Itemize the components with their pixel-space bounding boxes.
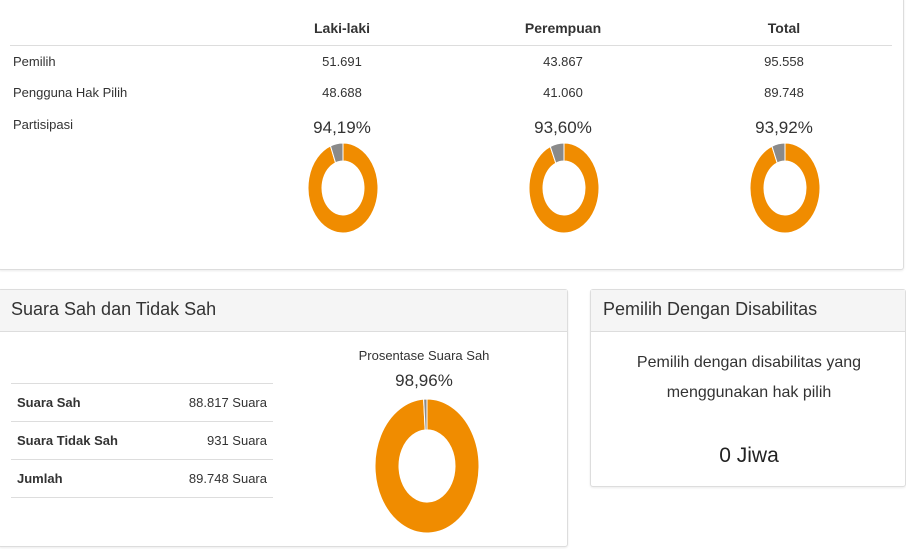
donut-slice-tidak-memilih [329,142,344,164]
table-row: Jumlah 89.748 Suara [11,459,273,498]
donut-slice-tidak-memilih [549,142,565,164]
partisipasi-laki-laki-percent: 94,19% [313,118,371,137]
partisipasi-total-percent: 93,92% [755,118,813,137]
disabilitas-panel: Pemilih Dengan Disabilitas Pemilih denga… [590,289,906,487]
donut-slice-suara-tidak-sah [423,398,428,431]
row-label-pemilih: Pemilih [13,54,56,69]
suara-sah-value: 88.817 Suara [156,383,273,422]
suara-sah-chart-title: Prosentase Suara Sah [358,348,490,363]
pengguna-perempuan: 41.060 [543,85,583,100]
donut-slice-partisipasi [749,142,821,234]
partisipasi-perempuan-percent: 93,60% [534,118,592,137]
suara-tidak-sah-label: Suara Tidak Sah [11,421,157,460]
row-label-pengguna-hak-pilih: Pengguna Hak Pilih [13,85,128,100]
column-header-total: Total [767,20,801,36]
pemilih-perempuan: 43.867 [543,54,583,69]
donut-chart-perempuan [528,142,600,234]
suara-panel-title: Suara Sah dan Tidak Sah [0,290,567,332]
jumlah-value: 89.748 Suara [156,459,273,498]
donut-chart-suara-sah [374,398,480,534]
table-row: Suara Tidak Sah 931 Suara [11,421,273,460]
suara-tidak-sah-value: 931 Suara [156,421,273,460]
suara-sah-chart-percent: 98,96% [395,371,453,390]
column-header-laki-laki: Laki-laki [313,20,371,36]
disabilitas-description-line2: menggunakan hak pilih [666,384,832,401]
row-label-partisipasi: Partisipasi [13,117,73,132]
disabilitas-description: Pemilih dengan disabilitas yang mengguna… [611,348,887,408]
disabilitas-panel-title: Pemilih Dengan Disabilitas [591,290,905,332]
pemilih-total: 95.558 [764,54,804,69]
table-row: Suara Sah 88.817 Suara [11,383,273,422]
pengguna-total: 89.748 [764,85,804,100]
table-divider [10,45,892,46]
donut-slice-suara-sah [374,398,480,534]
pemilih-laki-laki: 51.691 [322,54,362,69]
disabilitas-count: 0 Jiwa [719,444,779,467]
participation-panel: Laki-laki Perempuan Total Pemilih 51.691… [0,0,904,270]
donut-chart-laki-laki [307,142,379,234]
suara-panel: Suara Sah dan Tidak Sah Suara Sah 88.817… [0,289,568,547]
donut-slice-tidak-memilih [771,142,786,164]
donut-slice-partisipasi [307,142,379,234]
jumlah-label: Jumlah [11,459,157,498]
suara-table: Suara Sah 88.817 Suara Suara Tidak Sah 9… [11,383,273,498]
suara-sah-label: Suara Sah [11,383,157,422]
column-header-perempuan: Perempuan [524,20,602,36]
disabilitas-description-line1: Pemilih dengan disabilitas yang [636,354,862,371]
donut-chart-total [749,142,821,234]
pengguna-laki-laki: 48.688 [322,85,362,100]
donut-slice-partisipasi [528,142,600,234]
